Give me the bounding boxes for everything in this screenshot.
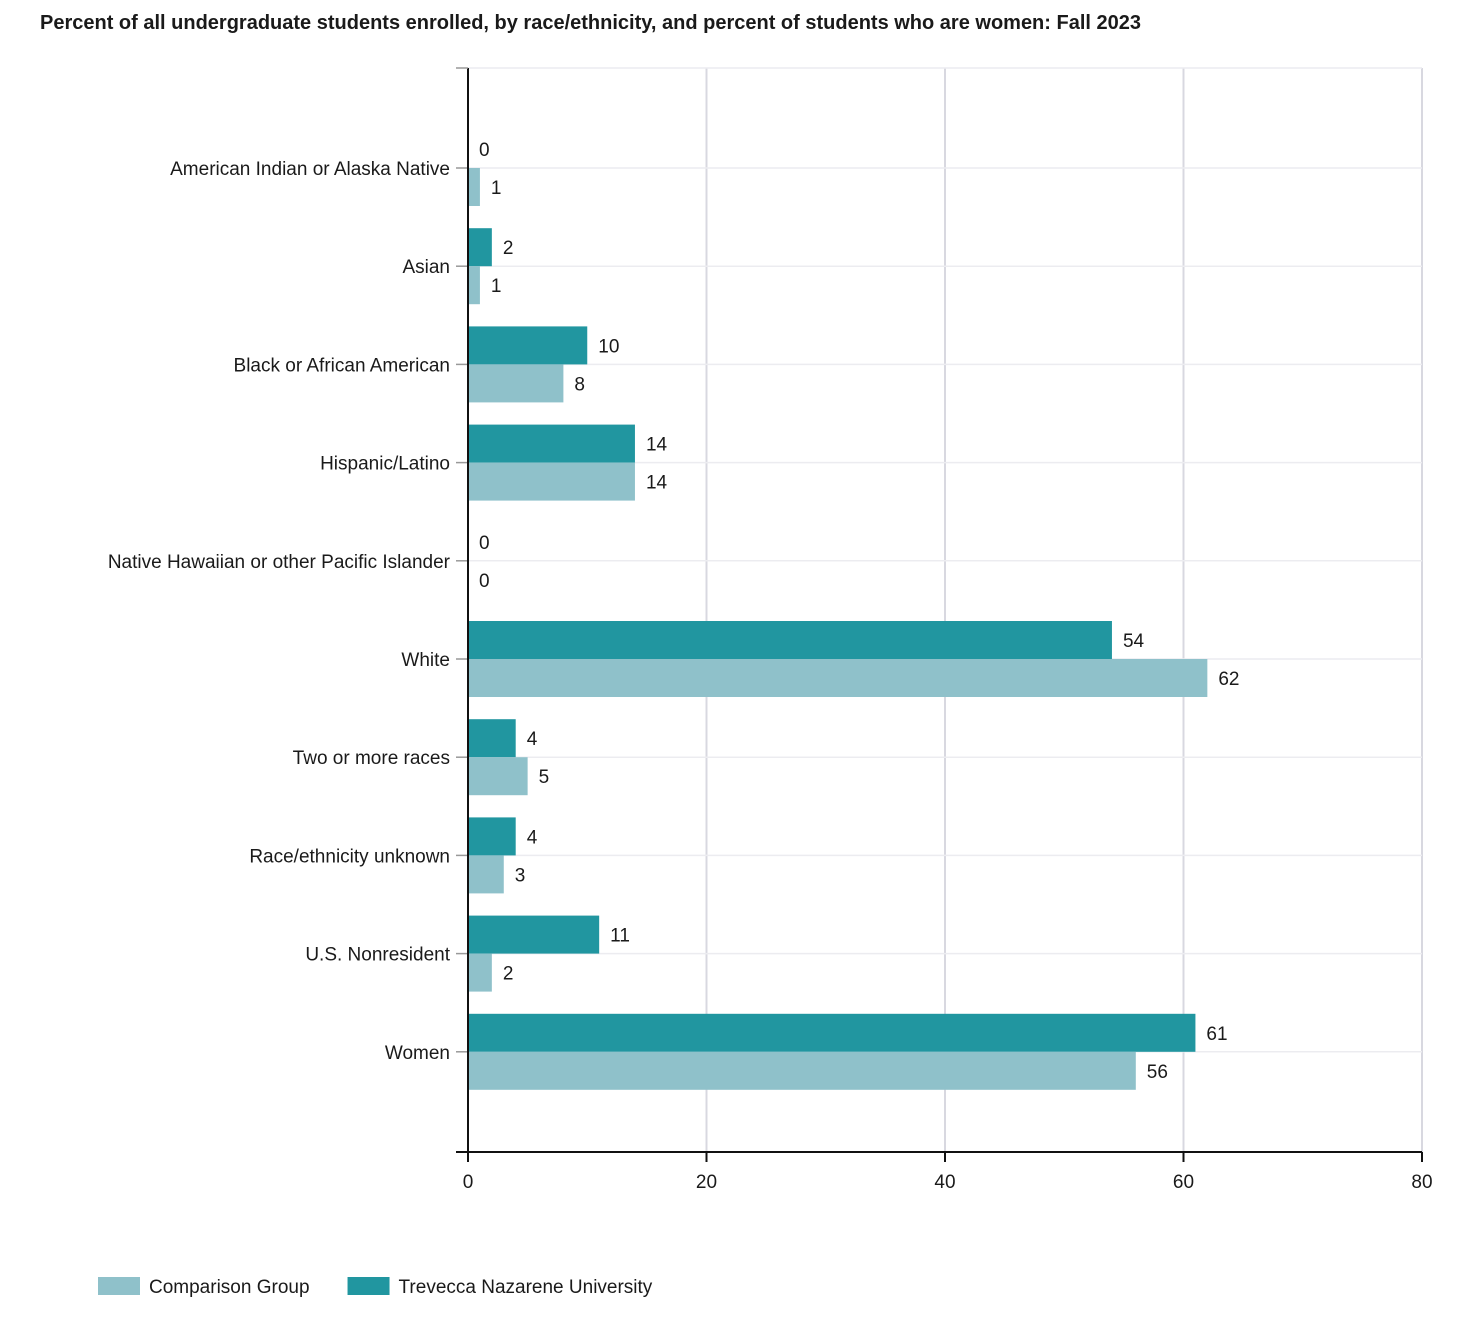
data-label-trevecca-women: 61 — [1206, 1024, 1227, 1045]
bar-comparison-hispanic-latino — [468, 462, 635, 501]
data-label-comparison-u-s-nonresident: 2 — [503, 964, 514, 985]
data-label-trevecca-asian: 2 — [503, 238, 514, 259]
category-label-american-indian-or-alaska-native: American Indian or Alaska Native — [170, 159, 450, 180]
x-tick-label-20: 20 — [696, 1172, 717, 1193]
bar-comparison-black-or-african-american — [468, 364, 564, 403]
bar-comparison-two-or-more-races — [468, 757, 528, 796]
category-label-hispanic-latino: Hispanic/Latino — [320, 454, 450, 475]
legend-swatch-trevecca — [347, 1277, 390, 1295]
category-label-black-or-african-american: Black or African American — [234, 355, 450, 376]
bar-trevecca-two-or-more-races — [468, 719, 516, 758]
category-label-white: White — [401, 650, 450, 671]
category-label-two-or-more-races: Two or more races — [293, 748, 450, 769]
data-label-comparison-race-ethnicity-unknown: 3 — [515, 865, 526, 886]
grid-lines — [468, 67, 1423, 1152]
bar-comparison-women — [468, 1051, 1136, 1090]
legend-swatch-comparison — [98, 1277, 140, 1295]
bars — [468, 168, 1208, 1090]
data-label-comparison-women: 56 — [1147, 1062, 1168, 1083]
bar-trevecca-hispanic-latino — [468, 424, 635, 463]
legend: Comparison Group Trevecca Nazarene Univer… — [98, 1277, 653, 1298]
chart-title: Percent of all undergraduate students en… — [40, 12, 1141, 34]
category-label-asian: Asian — [402, 257, 450, 278]
bar-trevecca-race-ethnicity-unknown — [468, 817, 516, 856]
data-label-comparison-black-or-african-american: 8 — [574, 374, 585, 395]
bar-trevecca-white — [468, 621, 1112, 659]
data-label-trevecca-native-hawaiian-or-other-pacific-islander: 0 — [479, 533, 490, 554]
data-label-comparison-american-indian-or-alaska-native: 1 — [491, 178, 502, 199]
data-label-comparison-white: 62 — [1218, 669, 1239, 690]
bar-comparison-asian — [468, 266, 480, 305]
axes — [456, 67, 1423, 1162]
category-label-native-hawaiian-or-other-pacific-islander: Native Hawaiian or other Pacific Islande… — [108, 552, 451, 573]
bar-trevecca-u-s-nonresident — [468, 915, 600, 954]
bar-comparison-white — [468, 659, 1208, 697]
data-label-trevecca-black-or-african-american: 10 — [598, 336, 619, 357]
data-label-trevecca-race-ethnicity-unknown: 4 — [527, 827, 538, 848]
bar-comparison-american-indian-or-alaska-native — [468, 168, 480, 206]
x-tick-label-0: 0 — [463, 1172, 474, 1193]
category-label-race-ethnicity-unknown: Race/ethnicity unknown — [249, 846, 450, 867]
bar-comparison-u-s-nonresident — [468, 953, 492, 992]
bar-trevecca-women — [468, 1013, 1196, 1052]
data-label-comparison-hispanic-latino: 14 — [646, 473, 668, 494]
bar-trevecca-black-or-african-american — [468, 326, 588, 365]
x-tick-label-80: 80 — [1411, 1172, 1432, 1193]
data-label-comparison-asian: 1 — [491, 276, 502, 297]
x-tick-label-40: 40 — [934, 1172, 955, 1193]
legend-label-comparison: Comparison Group — [149, 1277, 310, 1298]
data-label-trevecca-u-s-nonresident: 11 — [610, 926, 630, 947]
data-label-trevecca-hispanic-latino: 14 — [646, 435, 668, 456]
data-label-trevecca-two-or-more-races: 4 — [527, 729, 538, 750]
data-label-comparison-native-hawaiian-or-other-pacific-islander: 0 — [479, 571, 490, 592]
category-label-women: Women — [385, 1043, 450, 1064]
data-label-comparison-two-or-more-races: 5 — [539, 767, 550, 788]
data-label-trevecca-white: 54 — [1123, 631, 1145, 652]
data-label-trevecca-american-indian-or-alaska-native: 0 — [479, 140, 490, 161]
legend-label-trevecca: Trevecca Nazarene University — [399, 1277, 653, 1298]
bar-trevecca-asian — [468, 228, 492, 267]
category-label-u-s-nonresident: U.S. Nonresident — [305, 945, 450, 966]
bar-comparison-race-ethnicity-unknown — [468, 855, 504, 894]
x-tick-label-60: 60 — [1173, 1172, 1194, 1193]
